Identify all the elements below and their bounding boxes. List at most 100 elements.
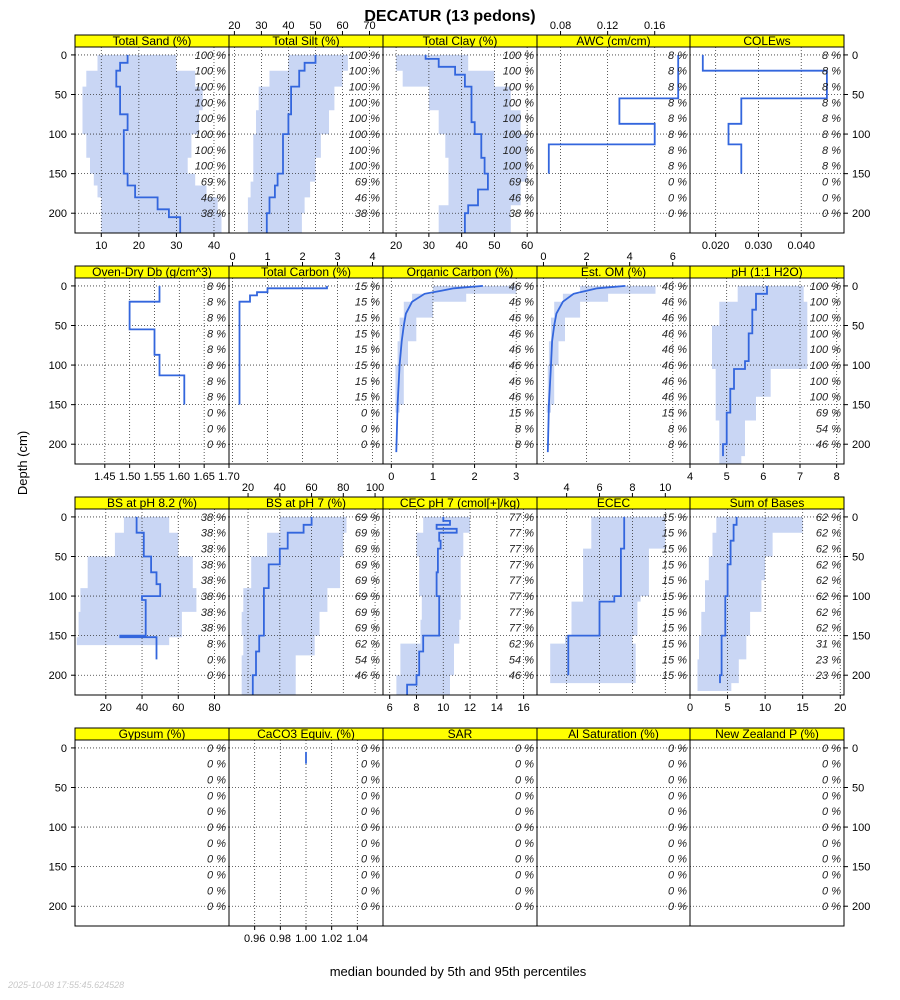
pct-label: 38 % [355, 208, 380, 220]
pct-label: 100 % [349, 82, 380, 94]
x-tick-label: 0.08 [550, 20, 571, 32]
x-tick-label: 0.16 [644, 20, 665, 32]
y-tick-label: 100 [852, 360, 870, 372]
pct-label: 15 % [355, 281, 380, 293]
panel-title: Total Carbon (%) [261, 265, 351, 279]
pct-label: 0 % [668, 885, 687, 897]
percentile-band [247, 54, 348, 233]
y-tick-label: 50 [55, 320, 67, 332]
pct-label: 100 % [503, 50, 534, 62]
pct-label: 100 % [195, 161, 226, 173]
pct-label: 0 % [515, 822, 534, 834]
pct-label: 54 % [509, 654, 534, 666]
pct-label: 46 % [662, 392, 687, 404]
pct-label: 0 % [822, 177, 841, 189]
median-line [722, 285, 768, 457]
pct-label: 100 % [349, 50, 380, 62]
pct-label: 0 % [668, 901, 687, 913]
x-tick-label: 1.70 [218, 471, 239, 483]
pct-label: 15 % [662, 607, 687, 619]
pct-label: 100 % [503, 66, 534, 78]
pct-label: 0 % [822, 822, 841, 834]
x-tick-label: 8 [834, 471, 840, 483]
pct-label: 46 % [509, 670, 534, 682]
pct-label: 69 % [355, 559, 380, 571]
median-line [395, 285, 483, 453]
panel-total-clay: 100 % 100 % 100 % 100 % 100 % 100 % 100 % 100 %… [382, 34, 538, 252]
pct-label: 46 % [355, 192, 380, 204]
panel-title: Organic Carbon (%) [407, 265, 514, 279]
x-tick-label: 10 [95, 240, 107, 252]
x-tick-label: 30 [170, 240, 182, 252]
panel-gypsum: 0 % 0 % 0 % 0 % 0 % 0 % 0 % 0 % 0 % 0 % 0 % Gypsum … [49, 727, 230, 927]
pct-label: 69 % [355, 528, 380, 540]
panel-title: Sum of Bases [730, 496, 805, 510]
pct-label: 100 % [503, 97, 534, 109]
panel-sum-of-bases: 62 % 62 % 62 % 62 % 62 % 62 % 62 % 62 % 31 % 23 %… [687, 496, 870, 714]
pct-label: 15 % [662, 512, 687, 524]
pct-label: 0 % [515, 838, 534, 850]
panel-grid: 100 %100 %100 %100 %100 %100 %100 %100 %… [49, 20, 871, 945]
pct-label: 0 % [361, 790, 380, 802]
x-tick-label: 2 [584, 251, 590, 263]
pct-label: 100 % [349, 129, 380, 141]
panel-title: Total Sand (%) [113, 34, 192, 48]
pct-label: 46 % [201, 192, 226, 204]
x-tick-label: 30 [423, 240, 435, 252]
pct-label: 8 % [822, 161, 841, 173]
median-line [547, 54, 680, 174]
pct-label: 31 % [816, 639, 841, 651]
panel-total-carbon: 15 % 15 % 15 % 15 % 15 % 15 % 15 % 15 % 0 % 0 % 0 … [228, 251, 384, 465]
pct-label: 23 % [815, 670, 841, 682]
pct-label: 0 % [361, 439, 380, 451]
pct-label: 100 % [195, 82, 226, 94]
pct-label: 38 % [201, 544, 226, 556]
pct-label: 0 % [515, 870, 534, 882]
panel-total-silt: 100 % 100 % 100 % 100 % 100 % 100 % 100 % 100 %… [228, 20, 384, 234]
pct-label: 0 % [515, 790, 534, 802]
pct-label: 69 % [355, 623, 380, 635]
pct-label: 0 % [515, 901, 534, 913]
pct-label: 15 % [355, 344, 380, 356]
x-tick-label: 40 [282, 20, 294, 32]
y-tick-label: 50 [852, 89, 864, 101]
pct-label: 0 % [668, 759, 687, 771]
pct-label: 8 % [207, 344, 226, 356]
pct-label: 38 % [509, 208, 534, 220]
y-tick-label: 200 [852, 901, 870, 913]
pct-label: 0 % [668, 838, 687, 850]
pct-label: 0 % [207, 790, 226, 802]
pct-label: 15 % [662, 639, 687, 651]
pct-label: 69 % [355, 177, 380, 189]
pct-label: 77 % [509, 512, 534, 524]
pct-label: 15 % [662, 623, 687, 635]
percentile-band [396, 516, 470, 695]
pct-label: 46 % [509, 392, 534, 404]
pct-label: 0 % [822, 759, 841, 771]
x-tick-label: 2 [299, 251, 305, 263]
panel-total-sand: 100 % 100 % 100 % 100 % 100 % 100 % 100 % 100 %… [49, 34, 230, 252]
pct-label: 0 % [515, 759, 534, 771]
pct-label: 46 % [509, 297, 534, 309]
pct-label: 8 % [668, 97, 687, 109]
pct-label: 100 % [195, 97, 226, 109]
y-tick-label: 200 [49, 670, 67, 682]
panel-colews: 8 % 8 % 8 % 8 % 8 % 8 % 8 % 8 % 0 % 0 % 0 % COLEws 0… [689, 34, 870, 252]
median-line [265, 54, 317, 233]
pct-label: 54 % [816, 423, 841, 435]
pct-label: 8 % [822, 129, 841, 141]
x-tick-label: 0.12 [597, 20, 618, 32]
x-tick-label: 60 [521, 240, 533, 252]
pct-label: 8 % [668, 113, 687, 125]
pct-label: 0 % [822, 192, 841, 204]
y-tick-label: 150 [852, 862, 870, 874]
pct-label: 69 % [355, 544, 380, 556]
pct-label: 0 % [822, 775, 841, 787]
pct-label: 0 % [515, 806, 534, 818]
y-tick-label: 0 [61, 743, 67, 755]
pct-label: 0 % [515, 885, 534, 897]
pct-label: 0 % [207, 885, 226, 897]
pct-label: 0 % [361, 759, 380, 771]
x-tick-label: 60 [336, 20, 348, 32]
